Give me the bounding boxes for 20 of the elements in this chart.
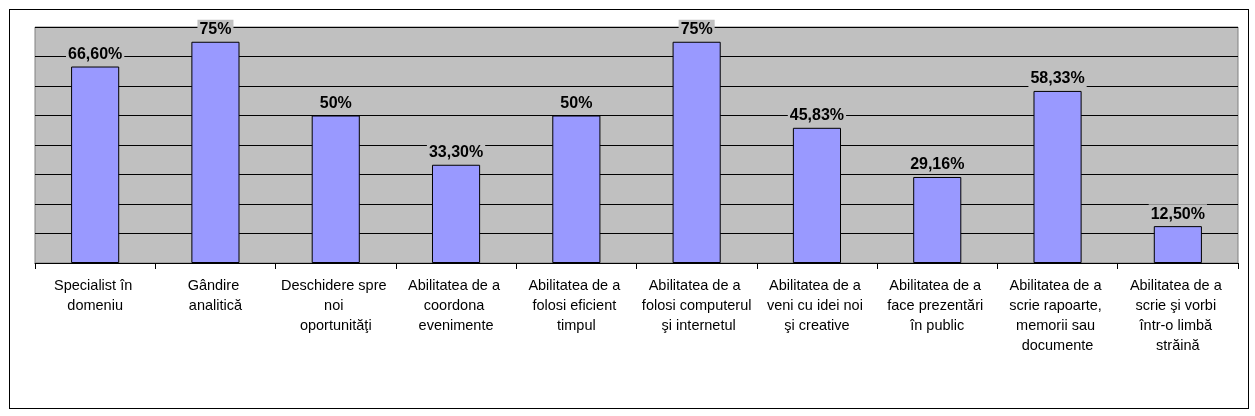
data-label: 50% [560, 94, 593, 111]
x-tick-label: Specialist în domeniu [54, 277, 137, 313]
x-tick-label: Abilitatea de a folosi computerul şi internetul [641, 277, 752, 333]
x-tick-label: Abilitatea de a face prezentări în public [887, 277, 988, 333]
x-tick-label: Deschidere spre noi oportunităţi [280, 277, 391, 333]
data-label: 50% [319, 94, 352, 111]
data-label: 66,60% [68, 45, 123, 63]
data-label: 12,50% [1150, 204, 1205, 222]
x-tick-label: Abilitatea de a scrie rapoarte, memorii sau documente [1009, 277, 1106, 353]
data-label: 45,83% [789, 106, 845, 124]
data-label: 75% [199, 20, 232, 38]
x-tick-label: Abilitatea de a coordona evenimente [408, 277, 505, 333]
data-label: 29,16% [910, 155, 965, 173]
x-tick-label: Abilitatea de a scrie şi vorbi într-o limbă străină [1129, 277, 1226, 353]
data-label: 33,30% [428, 143, 484, 161]
data-label: 58,33% [1030, 69, 1085, 87]
x-tick-label: Gândire analitică [187, 277, 244, 313]
x-tick-label: Abilitatea de a folosi eficient timpul [528, 277, 625, 333]
data-label: 75% [680, 20, 713, 38]
x-tick-label: Abilitatea de a veni cu idei noi şi creative [766, 277, 867, 333]
